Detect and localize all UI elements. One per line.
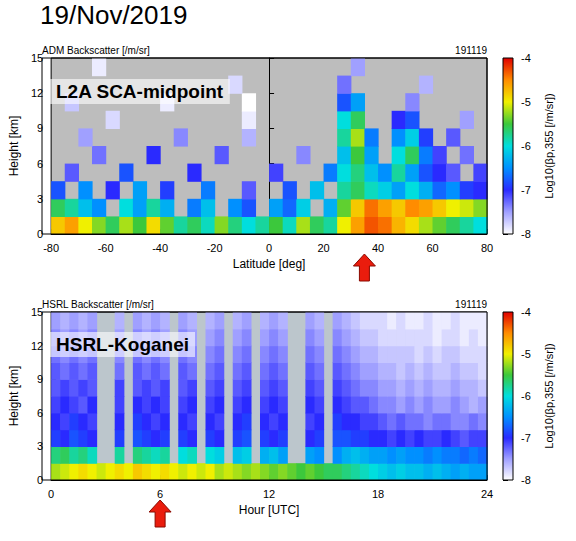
svg-text:3: 3 <box>37 440 44 453</box>
svg-text:-80: -80 <box>43 242 59 254</box>
svg-text:18: 18 <box>372 488 384 500</box>
svg-text:191119: 191119 <box>455 299 487 310</box>
svg-text:12: 12 <box>31 87 43 99</box>
svg-text:9: 9 <box>37 373 44 386</box>
svg-text:-5: -5 <box>521 348 531 360</box>
svg-text:12: 12 <box>31 340 43 352</box>
svg-text:-8: -8 <box>521 228 531 240</box>
svg-text:15: 15 <box>30 52 44 64</box>
svg-text:HSRL-Koganei: HSRL-Koganei <box>56 334 189 355</box>
svg-text:-60: -60 <box>98 242 114 254</box>
svg-text:40: 40 <box>372 242 384 254</box>
svg-text:20: 20 <box>317 242 329 254</box>
svg-text:-6: -6 <box>521 140 531 152</box>
svg-text:Height [km]: Height [km] <box>7 116 21 177</box>
svg-text:24: 24 <box>481 488 493 500</box>
svg-text:12: 12 <box>263 488 275 500</box>
svg-text:-4: -4 <box>521 306 531 318</box>
svg-text:-5: -5 <box>521 96 531 108</box>
svg-text:-20: -20 <box>207 242 223 254</box>
svg-text:191119: 191119 <box>455 45 487 56</box>
svg-text:ADM Backscatter [/m/sr]: ADM Backscatter [/m/sr] <box>42 45 150 56</box>
svg-text:Latitude [deg]: Latitude [deg] <box>233 257 306 271</box>
svg-text:Height [km]: Height [km] <box>7 366 21 427</box>
svg-text:0: 0 <box>48 488 54 500</box>
svg-text:0: 0 <box>37 474 44 486</box>
svg-text:80: 80 <box>481 242 493 254</box>
svg-text:-7: -7 <box>521 184 531 196</box>
svg-text:-40: -40 <box>152 242 168 254</box>
svg-text:0: 0 <box>266 242 272 254</box>
svg-text:-7: -7 <box>521 432 531 444</box>
svg-text:6: 6 <box>157 488 163 500</box>
svg-text:HSRL Backscatter [/m/sr]: HSRL Backscatter [/m/sr] <box>42 299 154 310</box>
svg-text:15: 15 <box>30 306 44 318</box>
svg-text:-6: -6 <box>521 390 531 402</box>
svg-text:19/Nov/2019: 19/Nov/2019 <box>40 0 187 30</box>
svg-text:9: 9 <box>37 122 44 135</box>
svg-text:0: 0 <box>37 228 44 240</box>
svg-text:L2A SCA-midpoint: L2A SCA-midpoint <box>56 81 224 102</box>
svg-text:Hour [UTC]: Hour [UTC] <box>239 503 300 517</box>
svg-text:3: 3 <box>37 192 44 205</box>
svg-text:-8: -8 <box>521 474 531 486</box>
svg-text:6: 6 <box>37 406 44 419</box>
svg-text:Log10(βp,355 [/m/sr]): Log10(βp,355 [/m/sr]) <box>543 343 555 448</box>
svg-text:Log10(βp,355 [/m/sr]): Log10(βp,355 [/m/sr]) <box>543 93 555 198</box>
svg-text:-4: -4 <box>521 52 531 64</box>
svg-text:60: 60 <box>426 242 438 254</box>
svg-text:6: 6 <box>37 157 44 170</box>
